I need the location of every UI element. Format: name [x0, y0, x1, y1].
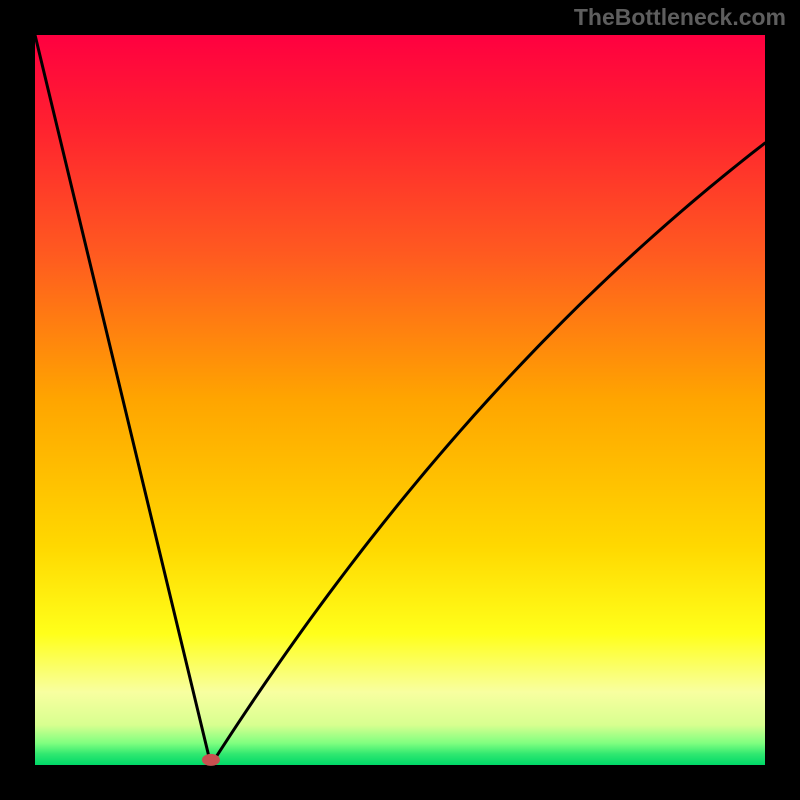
- optimum-marker: [202, 754, 220, 766]
- plot-background: [35, 35, 765, 765]
- watermark-text: TheBottleneck.com: [574, 4, 786, 31]
- chart-container: TheBottleneck.com: [0, 0, 800, 800]
- bottleneck-chart: [0, 0, 800, 800]
